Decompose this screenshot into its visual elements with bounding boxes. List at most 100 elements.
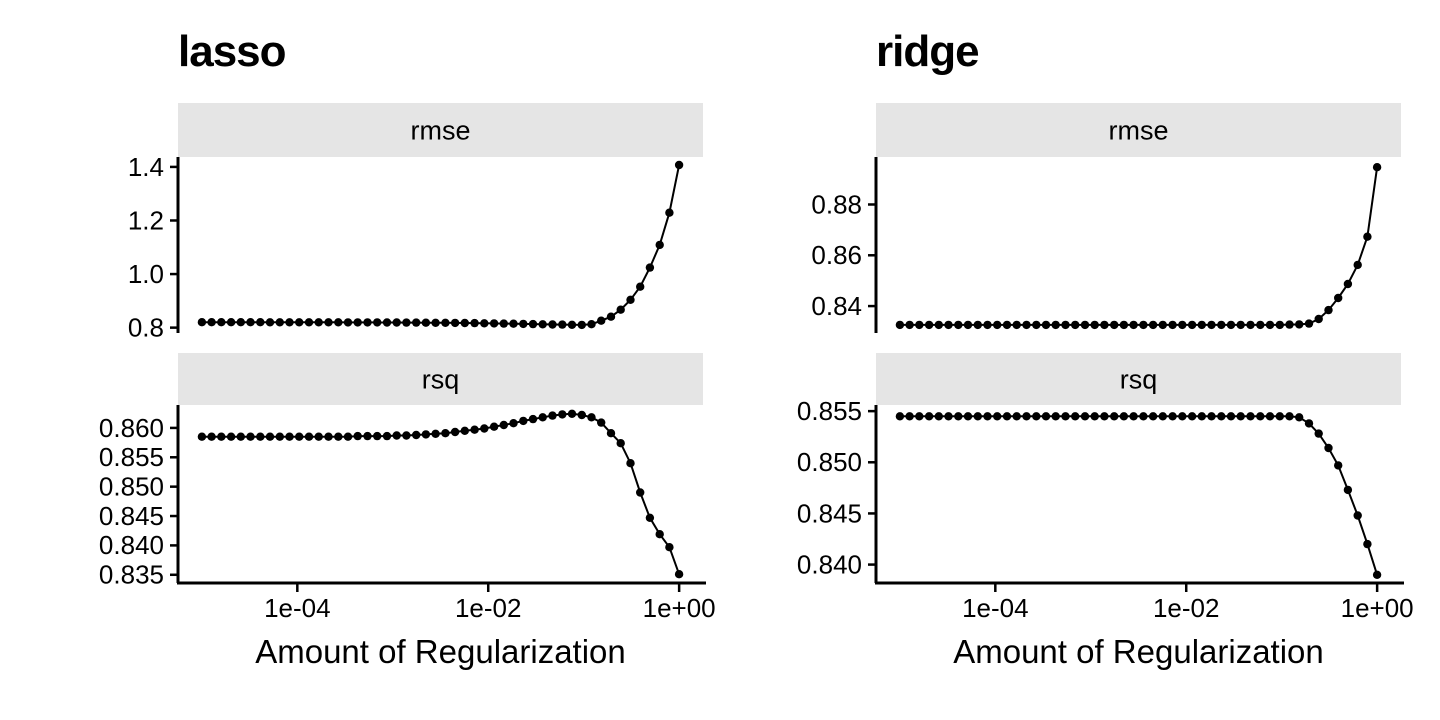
data-point bbox=[993, 412, 1002, 421]
data-point bbox=[353, 431, 362, 441]
x-axis-title: Amount of Regularization bbox=[953, 633, 1324, 670]
data-point bbox=[1363, 539, 1372, 549]
data-point bbox=[944, 412, 953, 421]
data-point bbox=[1256, 320, 1265, 330]
data-point bbox=[1158, 320, 1167, 330]
data-point bbox=[645, 513, 655, 522]
data-point bbox=[382, 318, 392, 327]
data-point bbox=[1090, 412, 1099, 421]
data-point bbox=[1148, 412, 1158, 421]
data-point bbox=[548, 411, 557, 420]
y-tick-label: 0.845 bbox=[797, 498, 862, 528]
data-point bbox=[412, 430, 421, 440]
y-tick-label: 0.860 bbox=[99, 413, 164, 443]
data-point bbox=[1197, 320, 1206, 330]
data-point bbox=[1372, 570, 1382, 579]
data-point bbox=[1187, 320, 1197, 330]
data-point bbox=[1051, 412, 1060, 421]
data-point bbox=[509, 419, 518, 428]
data-point bbox=[538, 320, 547, 329]
data-point bbox=[1226, 320, 1236, 330]
series-line-rmse bbox=[899, 167, 1379, 326]
data-point bbox=[489, 319, 499, 328]
data-point bbox=[973, 412, 982, 421]
data-point bbox=[1168, 412, 1177, 421]
y-tick-label: 1.0 bbox=[128, 259, 164, 289]
data-point bbox=[606, 429, 616, 438]
data-point bbox=[441, 318, 450, 327]
data-point bbox=[402, 431, 411, 440]
data-point bbox=[1032, 320, 1041, 330]
x-tick-label: 1e-02 bbox=[1153, 593, 1220, 623]
data-point bbox=[963, 320, 973, 330]
y-tick-label: 1.4 bbox=[128, 152, 164, 182]
data-point bbox=[1246, 412, 1255, 421]
data-point bbox=[1110, 412, 1119, 421]
data-point bbox=[626, 459, 635, 468]
data-point bbox=[587, 320, 596, 329]
data-point bbox=[334, 318, 343, 327]
data-point bbox=[567, 409, 577, 418]
y-tick-label: 0.835 bbox=[99, 560, 164, 590]
data-point bbox=[665, 543, 674, 552]
data-point bbox=[674, 160, 684, 170]
facet-strip-rmse bbox=[178, 103, 703, 157]
data-point bbox=[470, 318, 479, 328]
data-point bbox=[1158, 412, 1167, 421]
data-point bbox=[1265, 320, 1275, 330]
data-point bbox=[480, 424, 489, 433]
data-point bbox=[1285, 320, 1294, 329]
data-point bbox=[895, 412, 905, 421]
data-point bbox=[924, 412, 934, 421]
data-point bbox=[1110, 320, 1119, 330]
data-point bbox=[246, 432, 255, 441]
data-point bbox=[226, 318, 236, 327]
data-point bbox=[382, 431, 392, 441]
data-point bbox=[314, 318, 323, 327]
lasso-plot-area: rmse 1.4 1.2 1.0 0.8 rsq 0.860 0.855 0.850 0.845 0… bbox=[99, 103, 716, 670]
data-point bbox=[1002, 320, 1012, 330]
data-point bbox=[1032, 412, 1041, 421]
data-point bbox=[1071, 412, 1080, 421]
data-point bbox=[324, 432, 333, 441]
data-point bbox=[636, 282, 645, 291]
y-tick-label: 0.855 bbox=[99, 442, 164, 472]
data-point bbox=[1236, 412, 1245, 421]
data-point bbox=[470, 425, 479, 434]
data-point bbox=[1178, 320, 1187, 330]
data-point bbox=[954, 412, 963, 421]
data-point bbox=[519, 416, 528, 426]
data-point bbox=[1314, 314, 1323, 324]
data-point bbox=[1236, 320, 1245, 330]
data-point bbox=[392, 318, 401, 327]
data-point bbox=[1148, 320, 1158, 330]
data-point bbox=[1129, 320, 1138, 330]
data-point bbox=[1334, 461, 1343, 470]
data-point bbox=[421, 318, 431, 327]
data-point bbox=[577, 320, 586, 330]
data-point bbox=[1217, 320, 1226, 330]
data-point bbox=[285, 318, 294, 327]
data-point bbox=[353, 318, 362, 327]
y-tick-label: 0.840 bbox=[99, 530, 164, 560]
data-point bbox=[460, 318, 469, 328]
data-point bbox=[1314, 429, 1323, 438]
x-tick-label: 1e+00 bbox=[643, 593, 716, 623]
data-point bbox=[460, 426, 469, 435]
data-point bbox=[1100, 320, 1109, 330]
x-tick-label: 1e-04 bbox=[264, 593, 331, 623]
data-point bbox=[1168, 320, 1177, 330]
data-point bbox=[1061, 320, 1070, 330]
data-point bbox=[256, 432, 265, 441]
data-point bbox=[577, 410, 586, 420]
series-line-rsq bbox=[899, 415, 1379, 576]
series-line-rmse bbox=[201, 164, 681, 326]
data-point bbox=[1187, 412, 1197, 421]
y-tick-label: 0.84 bbox=[811, 291, 862, 321]
facet-strip-label: rsq bbox=[422, 364, 460, 394]
data-point bbox=[1022, 320, 1031, 330]
data-point bbox=[392, 431, 401, 440]
data-point bbox=[343, 432, 353, 441]
data-point bbox=[1295, 413, 1304, 422]
